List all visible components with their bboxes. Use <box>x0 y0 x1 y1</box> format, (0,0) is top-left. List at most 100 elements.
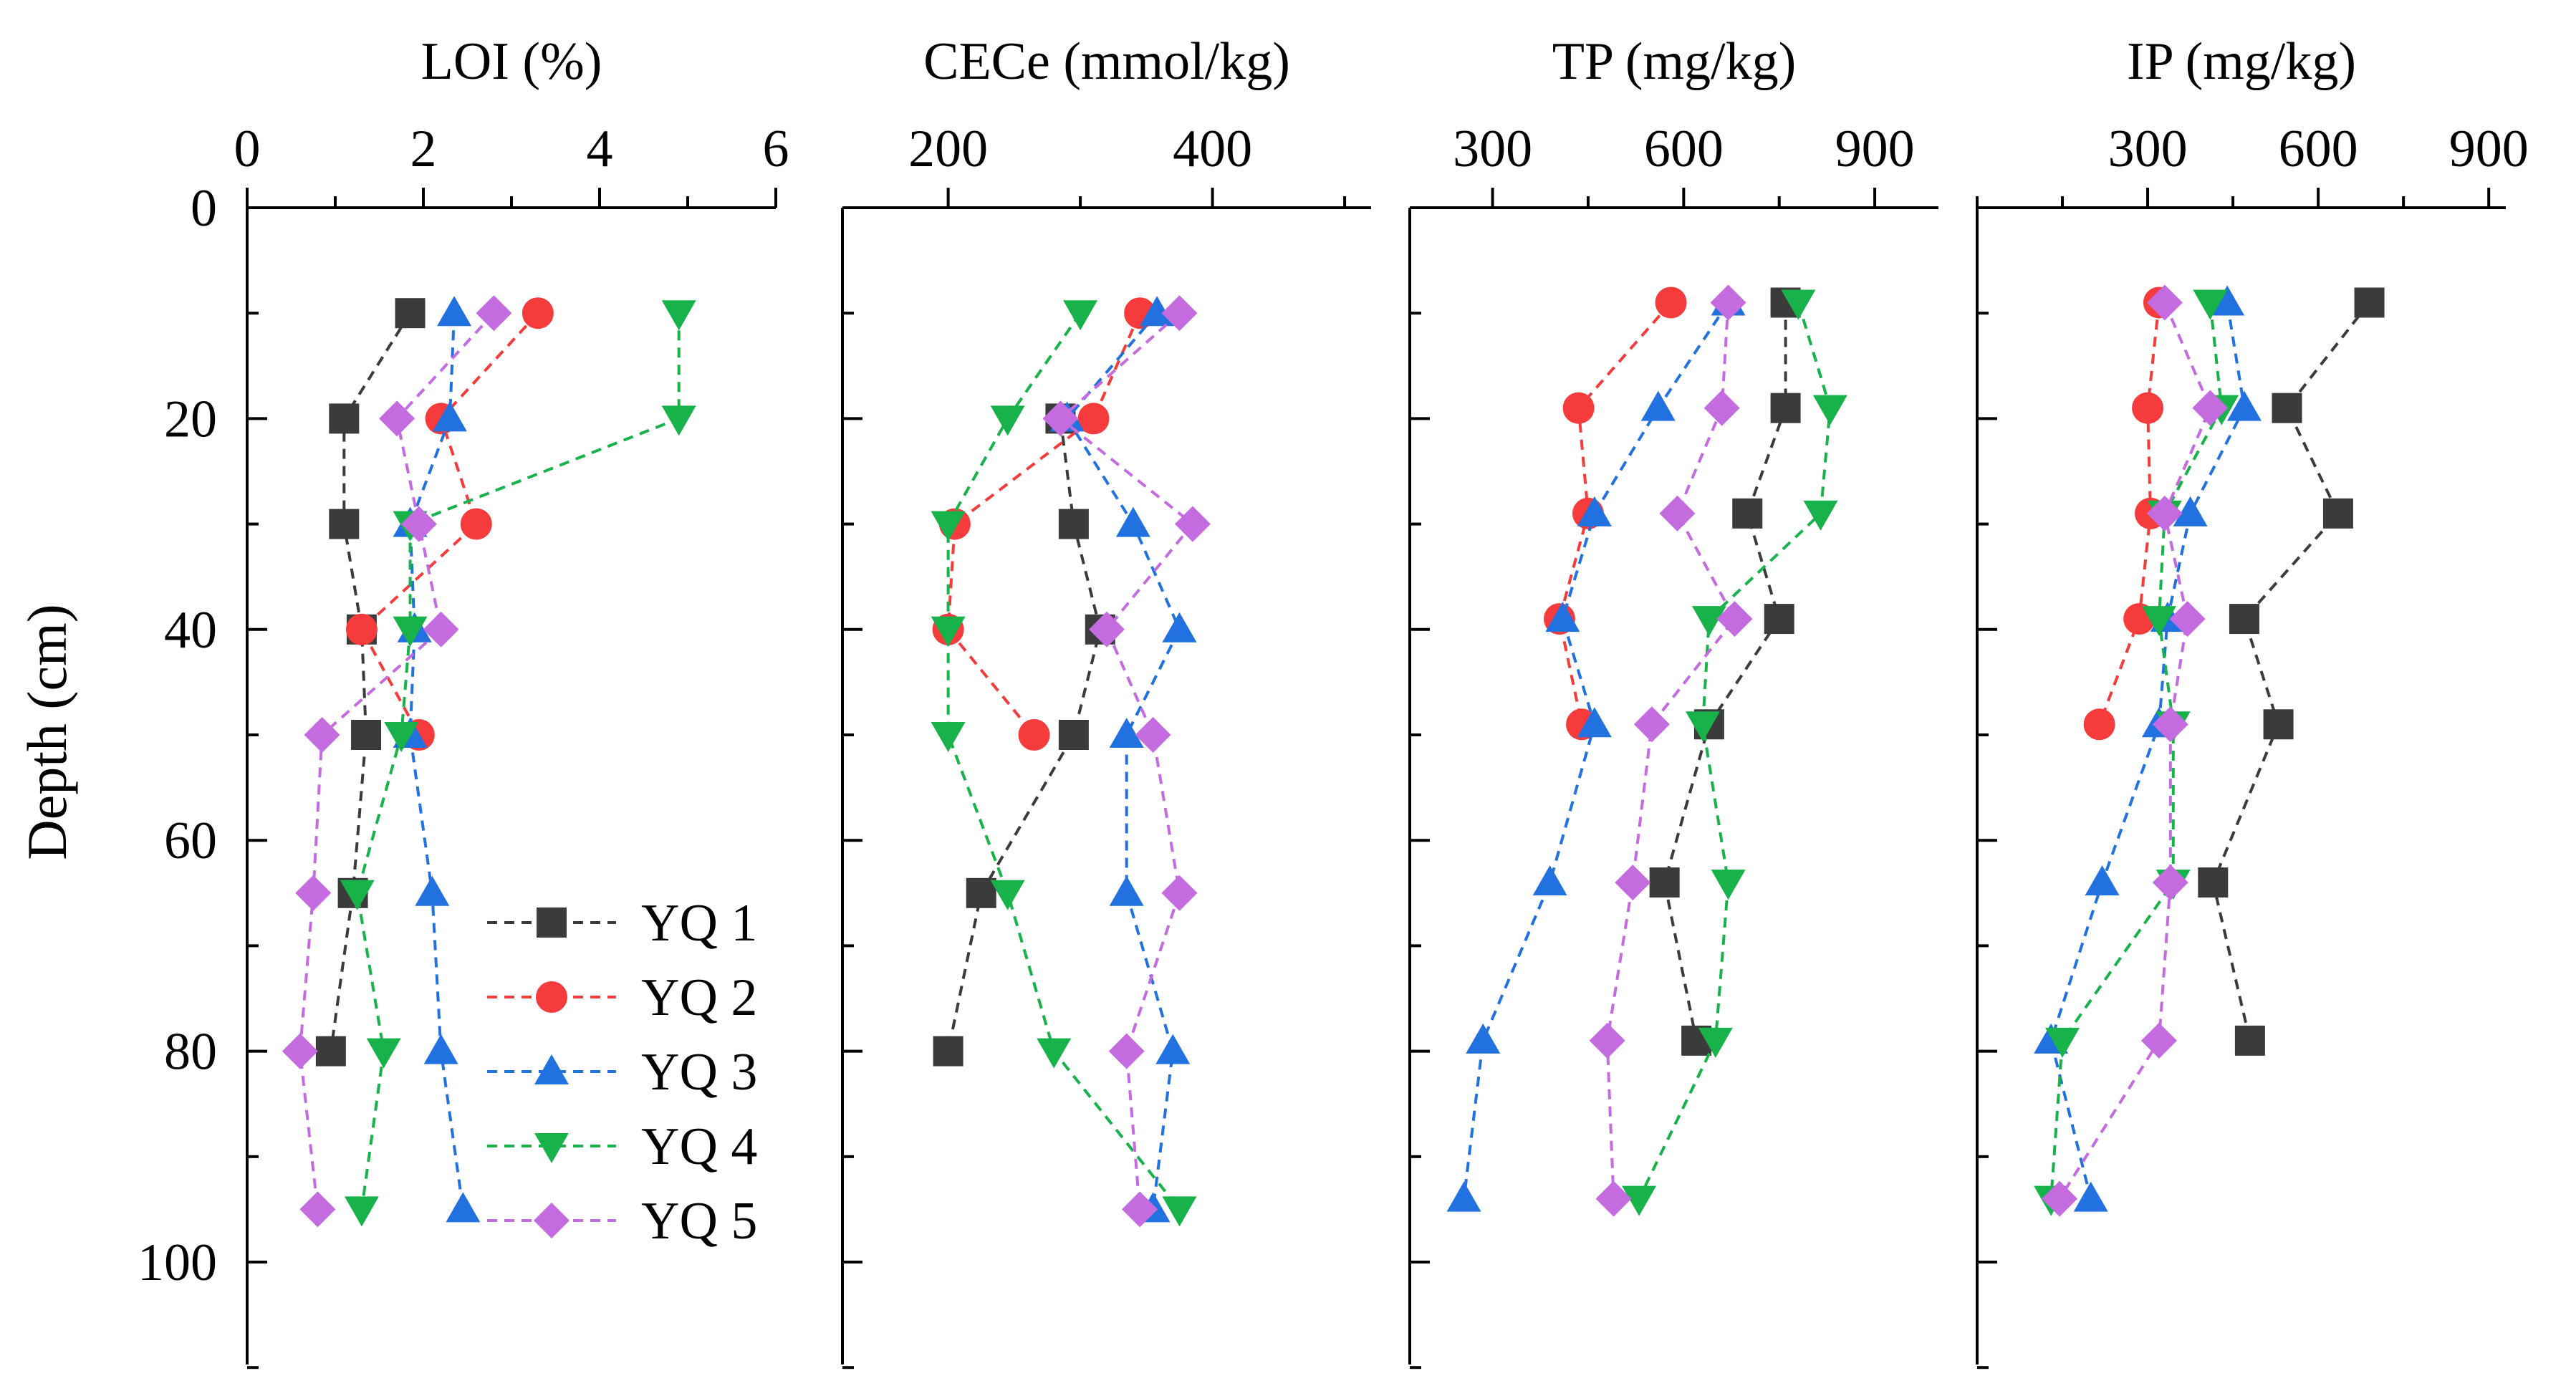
legend-item: YQ 4 <box>487 1117 757 1176</box>
series-yq2 <box>345 297 554 751</box>
series-yq4 <box>1622 289 1847 1216</box>
data-point <box>1710 284 1746 321</box>
legend-marker <box>534 1203 569 1238</box>
data-point <box>366 1038 401 1069</box>
series-yq3 <box>393 296 481 1223</box>
series-yq1 <box>2198 287 2385 1056</box>
data-point <box>2192 390 2229 426</box>
series-yq4 <box>931 300 1197 1227</box>
data-point <box>1615 865 1651 901</box>
data-point <box>1589 1022 1625 1059</box>
data-point <box>1063 300 1098 331</box>
data-point <box>2169 601 2206 637</box>
data-point <box>1089 611 1125 648</box>
series-line <box>946 418 1102 1052</box>
series-yq4 <box>2034 289 2239 1216</box>
data-point <box>393 616 428 647</box>
series-yq5 <box>282 295 512 1228</box>
data-point <box>1770 393 1801 423</box>
y-tick-label: 20 <box>164 390 217 448</box>
data-point <box>1698 1027 1733 1058</box>
data-point <box>2140 1022 2177 1059</box>
data-point <box>299 1191 336 1228</box>
x-tick-label: 400 <box>1173 120 1252 178</box>
data-point <box>432 401 467 432</box>
data-point <box>1155 1034 1191 1064</box>
data-point <box>1109 718 1144 748</box>
data-point <box>1058 720 1089 750</box>
data-point <box>460 508 492 540</box>
x-tick-label: 6 <box>763 120 789 178</box>
x-tick-label: 300 <box>2108 120 2188 178</box>
data-point <box>340 880 375 910</box>
data-point <box>1466 1023 1501 1054</box>
data-point <box>1162 1196 1197 1227</box>
y-axis-label: Depth (cm) <box>16 604 78 860</box>
data-point <box>304 717 340 753</box>
data-point <box>1595 1180 1632 1217</box>
data-point <box>1161 295 1198 332</box>
data-point <box>315 1036 346 1067</box>
data-point <box>1622 1185 1657 1216</box>
data-point <box>1691 606 1726 637</box>
legend-item: YQ 2 <box>487 968 757 1027</box>
data-point <box>1018 719 1050 751</box>
data-point <box>329 403 360 434</box>
legend-label: YQ 4 <box>641 1117 757 1176</box>
data-point <box>1562 392 1595 424</box>
y-tick-label: 0 <box>191 179 217 238</box>
data-point <box>2234 1025 2265 1056</box>
data-point <box>1077 403 1110 435</box>
data-point <box>384 722 419 752</box>
series-line <box>1638 302 1832 1200</box>
x-tick-label: 4 <box>587 120 613 178</box>
series-line <box>298 312 495 1210</box>
series-line <box>1462 302 1730 1199</box>
panel-2: CECe (mmol/kg) 200 400 <box>841 32 1371 1369</box>
legend-label: YQ 2 <box>641 968 757 1027</box>
x-tick-label: 200 <box>908 120 988 178</box>
data-point <box>1655 287 1687 319</box>
legend-item: YQ 3 <box>487 1043 757 1102</box>
series-line <box>946 312 1181 1210</box>
legend-item: YQ 5 <box>487 1192 757 1251</box>
data-point <box>661 405 696 436</box>
data-point <box>661 300 696 331</box>
series-line <box>1065 312 1181 1210</box>
data-point <box>1115 506 1150 537</box>
data-point <box>1446 1181 1481 1212</box>
data-point <box>345 613 378 645</box>
data-point <box>2263 709 2294 740</box>
data-point <box>2073 1181 2108 1212</box>
data-point <box>2198 867 2229 898</box>
x-tick-label: 600 <box>2279 120 2358 178</box>
data-point <box>2146 284 2183 321</box>
legend-label: YQ 3 <box>641 1043 757 1102</box>
legend-marker <box>534 1133 569 1163</box>
x-tick-label: 0 <box>234 120 261 178</box>
legend-marker <box>537 908 567 938</box>
legend-label: YQ 5 <box>641 1192 757 1251</box>
data-point <box>344 1196 379 1227</box>
data-point <box>2272 393 2302 423</box>
y-tick-label: 100 <box>138 1233 217 1292</box>
series-yq5 <box>1589 284 1753 1217</box>
data-point <box>351 720 382 750</box>
data-point <box>400 506 437 542</box>
data-point <box>2322 498 2353 529</box>
data-point <box>2193 289 2228 320</box>
data-point <box>2226 390 2262 421</box>
x-tick-label: 2 <box>410 120 437 178</box>
data-point <box>1711 870 1746 900</box>
data-point <box>1764 604 1794 635</box>
data-point <box>476 295 512 332</box>
data-point <box>2210 285 2245 316</box>
data-point <box>931 722 966 752</box>
y-tick-label: 40 <box>164 601 217 660</box>
series-line <box>408 313 465 1210</box>
data-point <box>1716 601 1753 637</box>
data-point <box>2146 495 2183 531</box>
